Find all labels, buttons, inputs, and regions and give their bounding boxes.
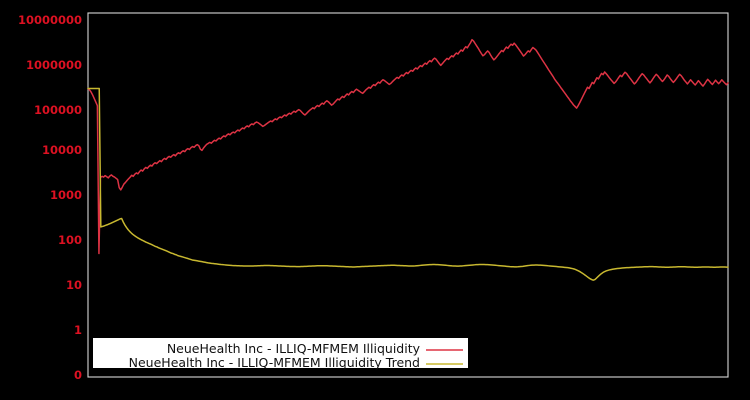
y-axis-tick-label: 100 bbox=[58, 233, 82, 247]
y-axis-tick-label: 0 bbox=[74, 368, 82, 382]
y-axis-tick-label: 10000 bbox=[42, 143, 82, 157]
series-line-illiquidity-trend bbox=[87, 87, 729, 281]
y-axis-tick-label: 10 bbox=[66, 278, 82, 292]
y-axis-tick-label: 1000 bbox=[50, 188, 82, 202]
y-axis-tick-label: 1000000 bbox=[26, 58, 82, 72]
legend-label: NeueHealth Inc - ILLIQ-MFMEM Illiquidity bbox=[167, 341, 421, 356]
y-axis-tick-label: 100000 bbox=[34, 103, 82, 117]
y-axis-tick-label: 10000000 bbox=[18, 13, 82, 27]
data-series-group bbox=[87, 38, 729, 281]
plot-area-border bbox=[87, 12, 729, 378]
legend-background bbox=[93, 338, 468, 368]
legend-label: NeueHealth Inc - ILLIQ-MFMEM Illiquidity… bbox=[129, 355, 420, 370]
y-axis-tick-label: 1 bbox=[74, 323, 82, 337]
series-line-illiquidity bbox=[87, 38, 729, 255]
chart-legend[interactable]: NeueHealth Inc - ILLIQ-MFMEM Illiquidity… bbox=[93, 338, 468, 370]
